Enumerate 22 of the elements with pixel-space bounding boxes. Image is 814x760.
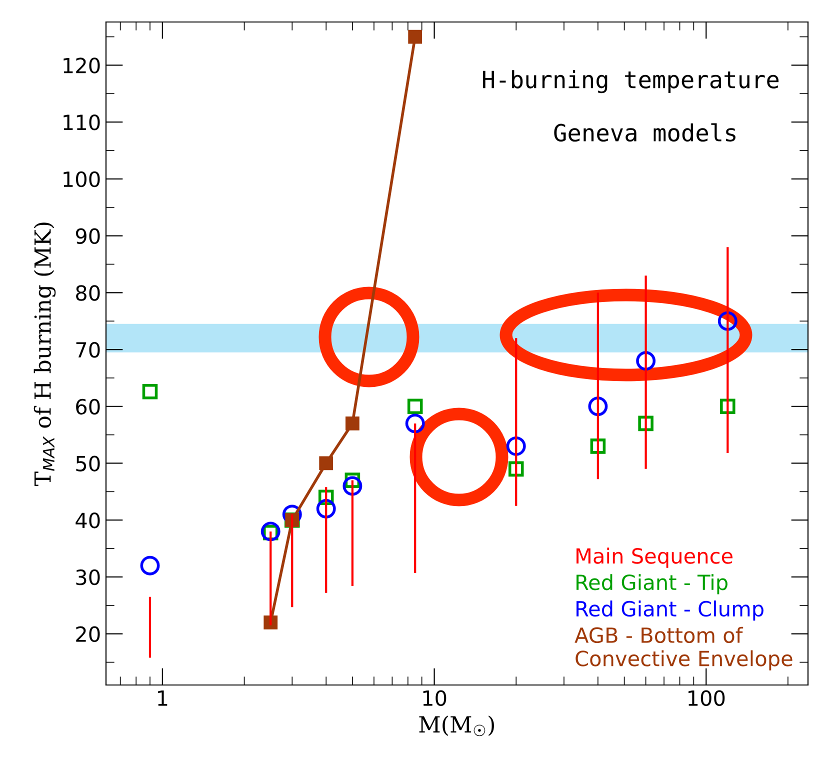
x-tick-label: 1: [158, 690, 168, 706]
y-tick-label: 30: [76, 569, 100, 586]
x-tick-label: 10: [423, 690, 446, 706]
x-axis-title: M(M$_{☉}$): [419, 716, 494, 736]
y-tick-label: 60: [76, 398, 100, 415]
y-tick-label: 100: [64, 171, 100, 188]
y-tick-label: 50: [76, 456, 100, 472]
y-axis-title: T$_{MAX}$ of H burning (MK): [34, 222, 56, 486]
text: H-burning temperature: [482, 70, 779, 94]
text: Geneva models: [554, 123, 736, 142]
y-tick-label: 70: [76, 342, 100, 358]
text: AGB - Bottom of Convective Envelope: [574, 626, 792, 670]
y-tick-label: 20: [76, 626, 100, 642]
y-tick-label: 80: [76, 285, 100, 301]
y-tick-label: 90: [76, 228, 100, 244]
x-tick-label: 100: [688, 690, 725, 706]
text: Red Giant - Tip: [576, 574, 728, 594]
text: Main Sequence: [576, 548, 732, 568]
y-tick-label: 40: [76, 512, 100, 528]
y-tick-label: 120: [64, 58, 100, 74]
y-tick-label: 110: [64, 114, 100, 130]
text: Red Giant - Clump: [576, 600, 764, 621]
